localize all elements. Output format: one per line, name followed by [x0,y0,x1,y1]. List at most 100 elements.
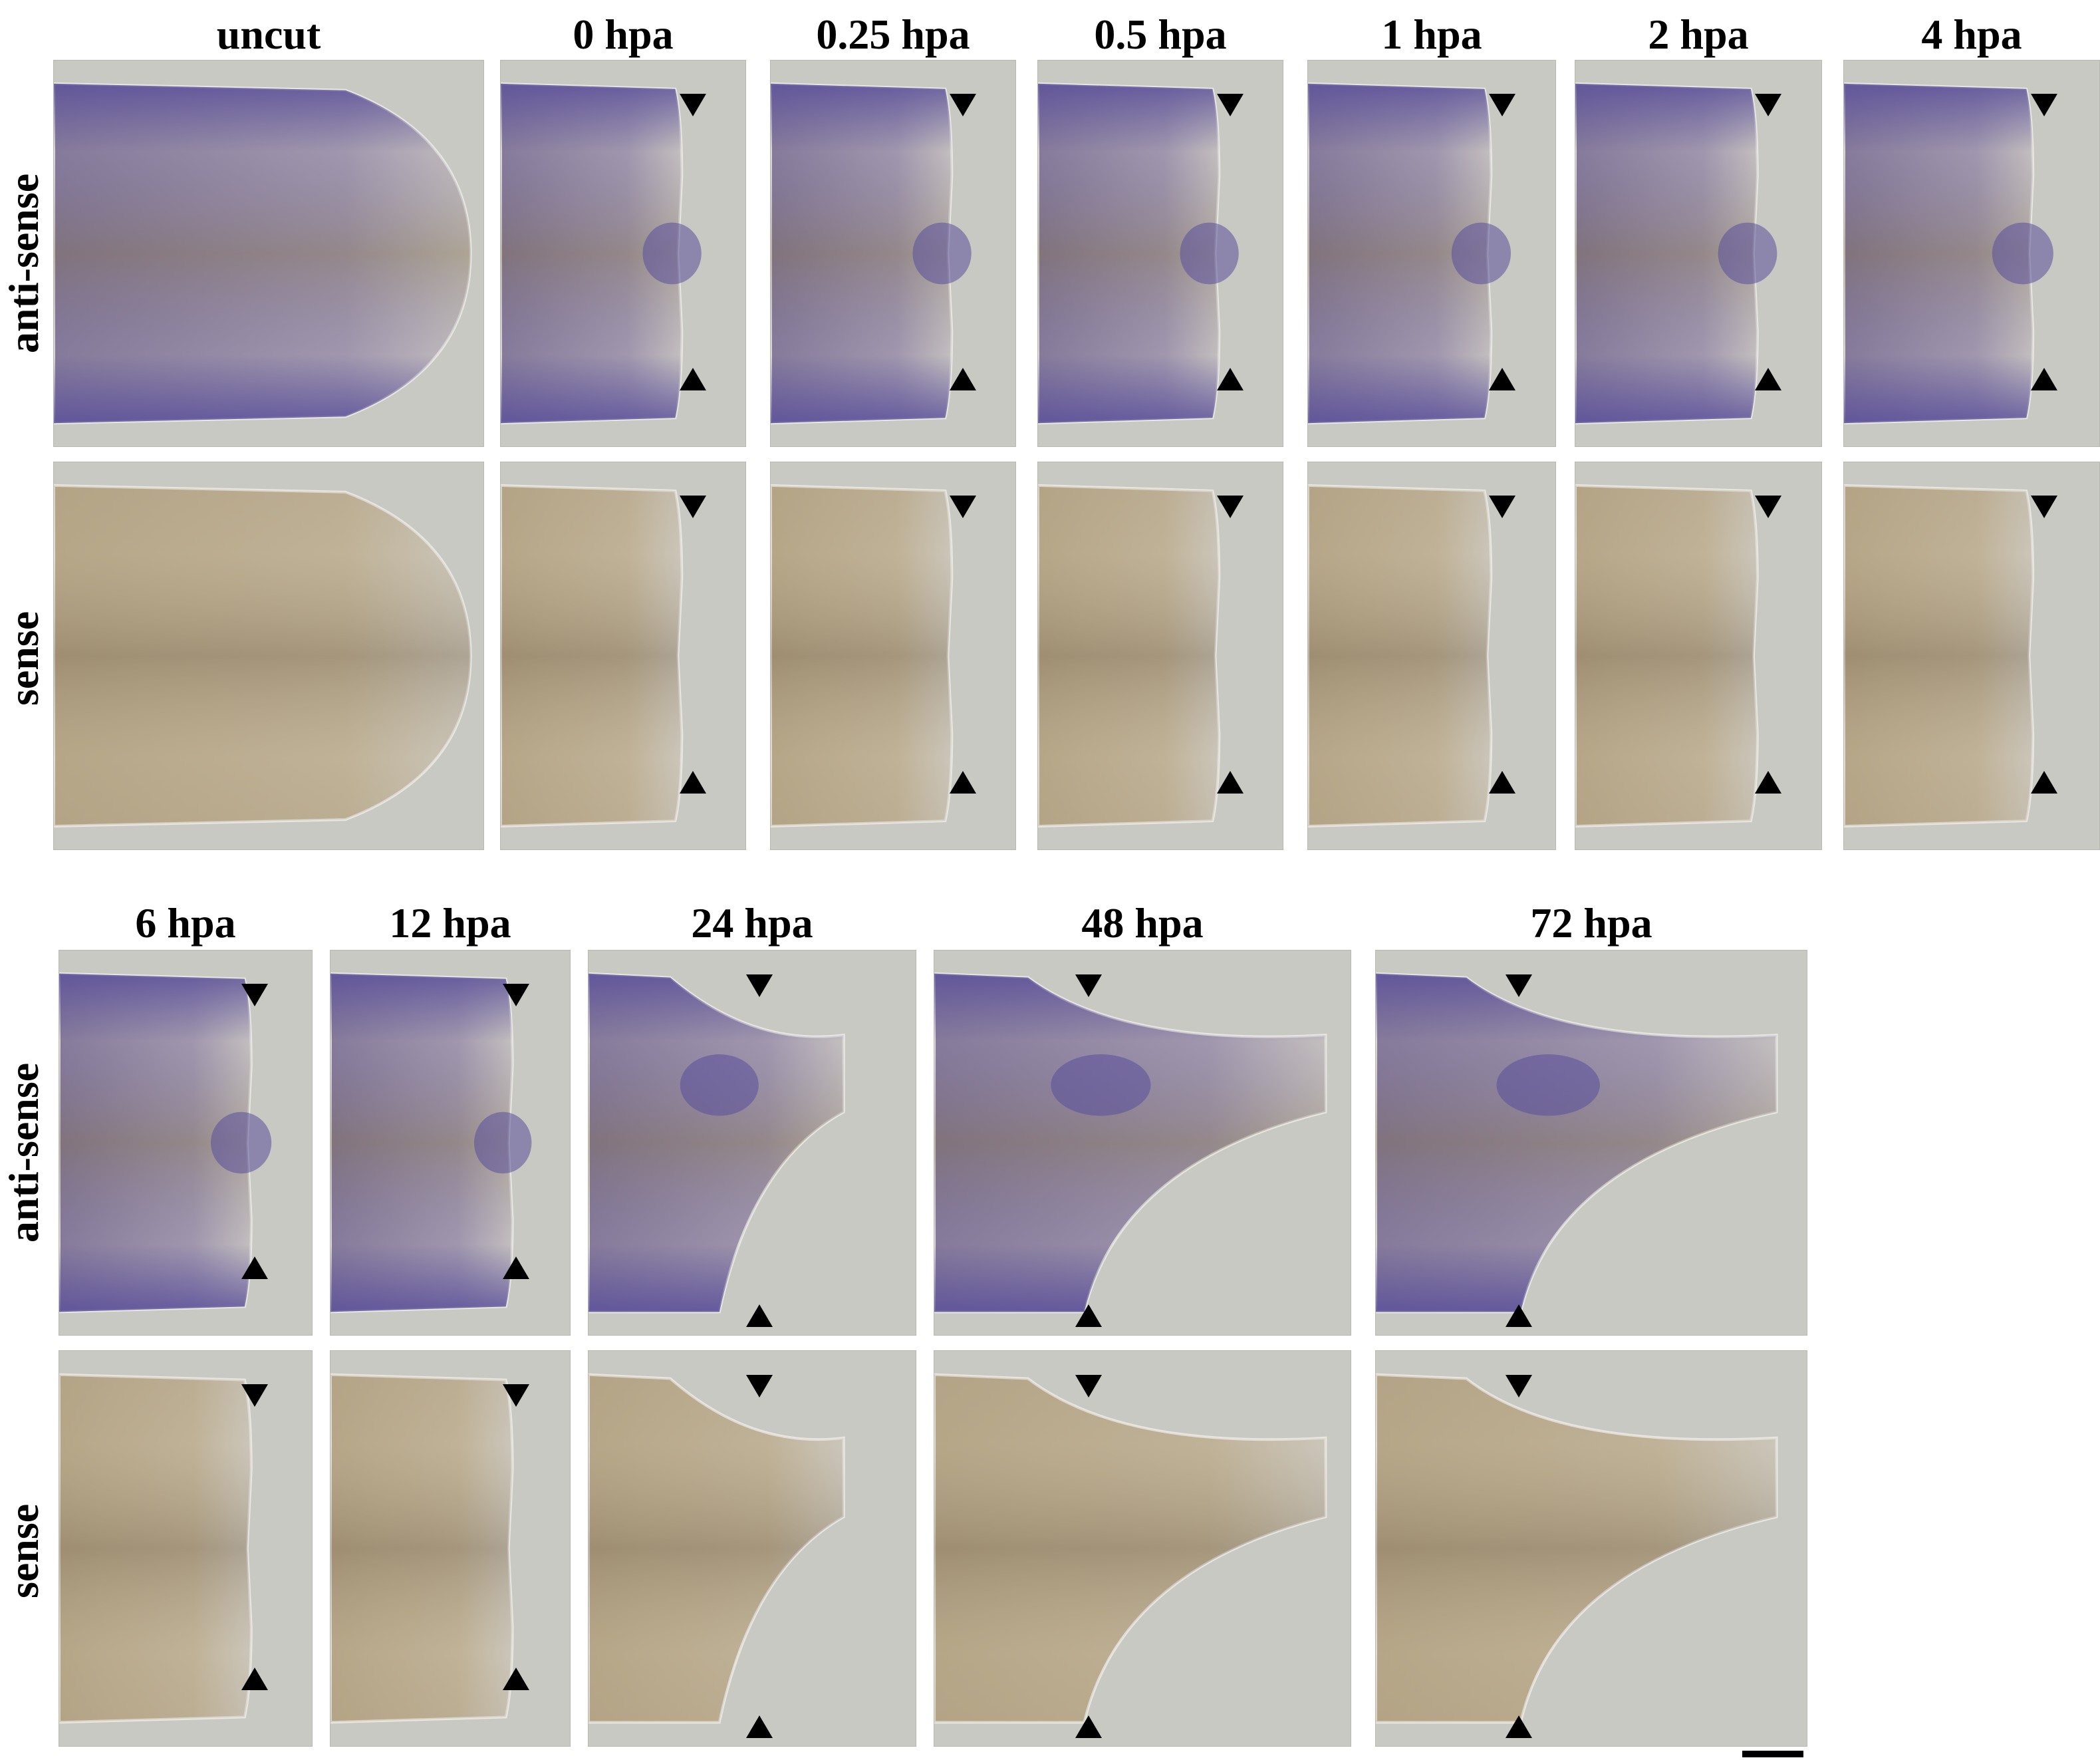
image-panel [1037,462,1283,850]
arrowhead-down-icon [950,94,976,116]
tissue-sample [771,484,954,828]
arrowhead-down-icon [241,1384,268,1407]
arrowhead-up-icon [680,771,706,794]
image-panel [59,950,313,1336]
column-label: 6 hpa [135,899,236,947]
tissue-sample [1376,1373,1778,1724]
arrowhead-up-icon [1489,771,1515,794]
arrowhead-up-icon [241,1256,268,1279]
image-panel [1843,60,2100,447]
image-panel [330,1350,571,1747]
image-panel [770,60,1016,447]
image-panel [588,1350,916,1747]
tissue-sample [771,82,972,425]
arrowhead-up-icon [2031,368,2057,390]
tissue-sample [59,972,272,1314]
tissue-sample [1844,484,2035,828]
arrowhead-up-icon [241,1668,268,1690]
arrowhead-up-icon [1506,1304,1532,1327]
tissue-sample [1575,82,1777,425]
column-label: uncut [216,11,321,58]
tissue-sample [1038,82,1239,425]
image-panel [53,462,484,850]
arrowhead-up-icon [680,368,706,390]
column-label: 1 hpa [1381,11,1482,58]
row-label: anti-sense [0,173,47,353]
arrowhead-down-icon [2031,94,2057,116]
arrowhead-up-icon [1217,771,1244,794]
tissue-sample [1038,484,1221,828]
scale-bar [1742,1751,1803,1757]
arrowhead-up-icon [746,1715,773,1738]
column-label: 48 hpa [1081,899,1204,947]
image-panel [1375,950,1807,1336]
image-panel [1307,462,1556,850]
arrowhead-down-icon [1075,974,1102,997]
arrowhead-down-icon [1489,94,1515,116]
image-panel [53,60,484,447]
column-label: 2 hpa [1648,11,1749,58]
tissue-sample [1376,972,1778,1314]
column-label: 0.5 hpa [1094,11,1227,58]
arrowhead-down-icon [1489,496,1515,518]
column-label: 4 hpa [1921,11,2022,58]
arrowhead-down-icon [503,1384,529,1407]
arrowhead-up-icon [950,771,976,794]
arrowhead-up-icon [1075,1304,1102,1327]
image-panel [500,462,746,850]
arrowhead-down-icon [1506,1375,1532,1397]
arrowhead-up-icon [1489,368,1515,390]
tissue-sample [934,1373,1327,1724]
image-panel [1375,1350,1807,1747]
arrowhead-up-icon [1755,368,1781,390]
arrowhead-down-icon [746,1375,773,1397]
arrowhead-up-icon [746,1304,773,1327]
arrowhead-up-icon [1075,1715,1102,1738]
tissue-sample [589,1373,845,1724]
image-panel [330,950,571,1336]
column-label: 0 hpa [573,11,674,58]
image-panel [1843,462,2100,850]
arrowhead-down-icon [1217,94,1244,116]
image-panel [59,1350,313,1747]
arrowhead-down-icon [680,94,706,116]
arrowhead-up-icon [1506,1715,1532,1738]
tissue-sample [589,972,845,1314]
image-panel [500,60,746,447]
tissue-sample [330,972,532,1314]
image-panel [1575,462,1822,850]
tissue-sample [54,484,472,828]
row-label: sense [0,611,47,706]
arrowhead-down-icon [1755,496,1781,518]
arrowhead-down-icon [1755,94,1781,116]
tissue-sample [501,484,684,828]
arrowhead-down-icon [1217,496,1244,518]
arrowhead-down-icon [680,496,706,518]
image-panel [588,950,916,1336]
column-label: 0.25 hpa [816,11,970,58]
arrowhead-down-icon [746,974,773,997]
row-label: anti-sense [0,1062,47,1243]
column-label: 72 hpa [1530,899,1652,947]
tissue-sample [934,972,1327,1314]
image-panel [934,950,1351,1336]
tissue-sample [1844,82,2053,425]
image-panel [1575,60,1822,447]
arrowhead-down-icon [1075,1375,1102,1397]
arrowhead-up-icon [950,368,976,390]
image-panel [1037,60,1283,447]
column-label: 12 hpa [389,899,511,947]
column-label: 24 hpa [691,899,813,947]
arrowhead-up-icon [1217,368,1244,390]
image-panel [770,462,1016,850]
row-label: sense [0,1503,47,1598]
arrowhead-down-icon [241,984,268,1006]
arrowhead-down-icon [2031,496,2057,518]
tissue-sample [330,1373,514,1724]
tissue-sample [59,1373,253,1724]
tissue-sample [54,82,472,425]
arrowhead-down-icon [503,984,529,1006]
tissue-sample [1308,484,1493,828]
tissue-sample [1575,484,1759,828]
